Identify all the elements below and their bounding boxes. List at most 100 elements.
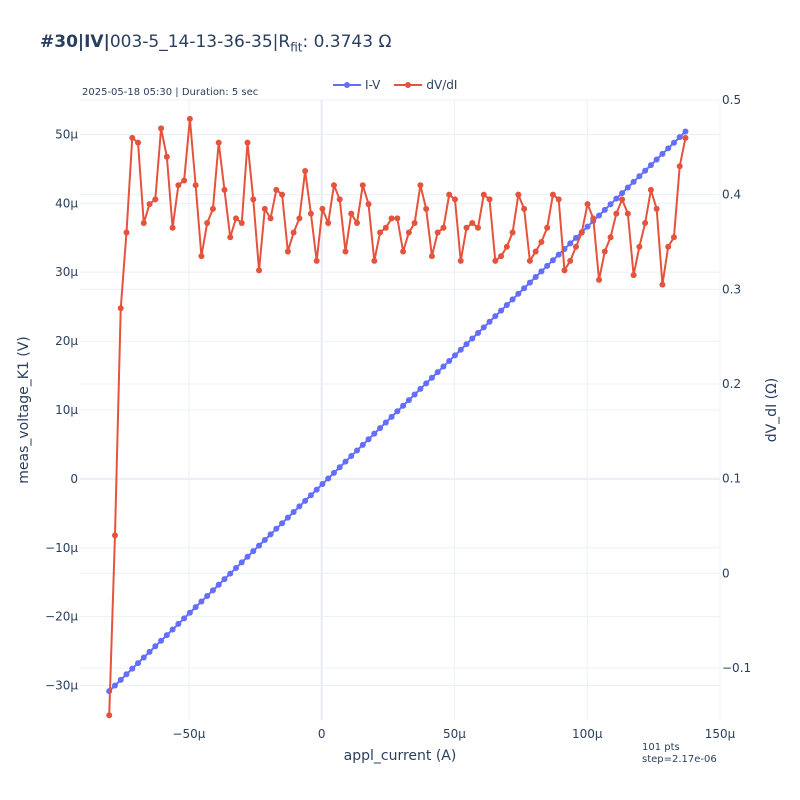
- dvdi-point: [146, 201, 153, 208]
- iv-point: [469, 335, 476, 342]
- legend-label-dvdi: dV/dI: [426, 78, 458, 92]
- iv-point: [509, 296, 516, 303]
- dvdi-point: [492, 257, 499, 264]
- dvdi-point: [417, 182, 424, 189]
- dvdi-point: [446, 191, 453, 198]
- iv-point: [158, 637, 165, 644]
- iv-point: [267, 531, 274, 538]
- iv-point: [624, 184, 631, 191]
- legend-item-dvdi[interactable]: dV/dI: [394, 78, 457, 92]
- y-tick-label: 50μ: [55, 127, 78, 141]
- dvdi-point: [232, 215, 239, 222]
- iv-point: [123, 671, 130, 678]
- dvdi-point: [498, 253, 505, 260]
- iv-point: [140, 654, 147, 661]
- iv-point: [192, 604, 199, 611]
- iv-point: [682, 128, 689, 135]
- dvdi-point: [117, 305, 124, 312]
- iv-point: [169, 626, 176, 633]
- iv-point: [503, 301, 510, 308]
- iv-point: [302, 497, 309, 504]
- x-axis-label: appl_current (A): [344, 748, 457, 764]
- dvdi-point: [163, 153, 170, 160]
- iv-point: [515, 290, 522, 297]
- dvdi-point: [342, 248, 349, 255]
- y2-tick-label: 0.1: [722, 472, 741, 486]
- iv-point: [377, 425, 384, 432]
- iv-point: [244, 553, 251, 560]
- y-axis-label: meas_voltage_K1 (V): [16, 336, 32, 483]
- dvdi-point: [135, 139, 142, 146]
- iv-point: [636, 173, 643, 180]
- dvdi-point: [181, 177, 188, 184]
- dvdi-point: [244, 139, 251, 146]
- iv-point: [653, 156, 660, 163]
- iv-point: [181, 615, 188, 622]
- dvdi-point: [302, 167, 309, 174]
- y2-tick-label: 0: [722, 566, 730, 580]
- legend-swatch-iv: [333, 82, 361, 88]
- iv-point: [336, 464, 343, 471]
- dvdi-point: [636, 243, 643, 250]
- dvdi-point: [400, 248, 407, 255]
- footnote-points: 101 pts: [642, 742, 680, 753]
- dvdi-point: [388, 215, 395, 222]
- iv-point: [250, 548, 257, 555]
- dvdi-point: [549, 191, 556, 198]
- dvdi-point: [503, 243, 510, 250]
- y-tick-label: 30μ: [55, 265, 78, 279]
- iv-point: [446, 357, 453, 364]
- dvdi-point: [642, 220, 649, 227]
- dvdi-point: [140, 220, 147, 227]
- iv-point: [555, 251, 562, 258]
- iv-point: [647, 162, 654, 169]
- dvdi-point: [307, 210, 314, 217]
- iv-point: [284, 514, 291, 521]
- iv-point: [521, 285, 528, 292]
- x-tick-label: 100μ: [572, 727, 603, 741]
- iv-point: [405, 397, 412, 404]
- y2-axis-label: dV_dI (Ω): [764, 378, 780, 443]
- dvdi-point: [377, 229, 384, 236]
- iv-point: [601, 206, 608, 213]
- iv-point: [330, 469, 337, 476]
- iv-point: [209, 587, 216, 594]
- dvdi-point: [111, 532, 118, 539]
- dvdi-point: [561, 267, 568, 274]
- footnote: 101 pts step=2.17e-06: [642, 742, 717, 766]
- iv-point: [388, 413, 395, 420]
- iv-point: [659, 150, 666, 157]
- iv-point: [584, 223, 591, 230]
- dvdi-point: [653, 205, 660, 212]
- iv-point: [544, 262, 551, 269]
- iv-point: [296, 503, 303, 510]
- iv-point: [135, 660, 142, 667]
- dvdi-point: [348, 210, 355, 217]
- y2-tick-label: 0.4: [722, 188, 741, 202]
- iv-point: [198, 598, 205, 605]
- dvdi-point: [567, 257, 574, 264]
- x-tick-label: −50μ: [172, 727, 205, 741]
- dvdi-point: [515, 191, 522, 198]
- iv-point: [371, 430, 378, 437]
- dvdi-point: [676, 163, 683, 170]
- iv-point: [227, 570, 234, 577]
- legend-swatch-dvdi: [394, 82, 423, 88]
- y-tick-label: 10μ: [55, 403, 78, 417]
- dvdi-point: [256, 267, 263, 274]
- iv-point: [417, 385, 424, 392]
- iv-point: [354, 447, 361, 454]
- legend-item-iv[interactable]: I-V: [333, 78, 380, 92]
- y-tick-label: −30μ: [45, 679, 78, 693]
- iv-point: [480, 324, 487, 331]
- iv-point: [221, 576, 228, 583]
- iv-point: [665, 145, 672, 152]
- iv-point: [261, 536, 268, 543]
- x-tick-label: 50μ: [443, 727, 466, 741]
- legend[interactable]: I-V dV/dI: [333, 78, 457, 92]
- dvdi-point: [365, 201, 372, 208]
- iv-point: [642, 167, 649, 174]
- iv-point: [400, 402, 407, 409]
- dvdi-point: [584, 201, 591, 208]
